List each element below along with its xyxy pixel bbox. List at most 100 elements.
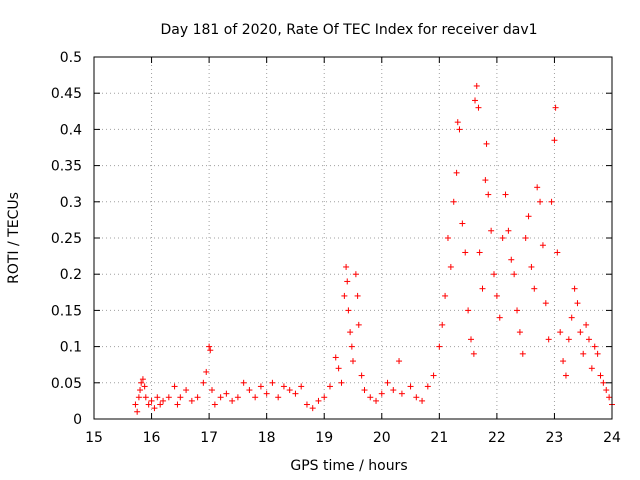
data-point xyxy=(606,394,613,401)
data-point xyxy=(343,263,350,270)
data-point xyxy=(200,379,207,386)
data-point xyxy=(154,394,161,401)
data-point xyxy=(188,397,195,404)
data-point xyxy=(194,394,201,401)
data-point xyxy=(240,379,247,386)
data-point xyxy=(574,300,581,307)
data-point xyxy=(335,365,342,372)
data-point xyxy=(542,300,549,307)
data-point xyxy=(407,383,414,390)
data-point xyxy=(171,383,178,390)
data-point xyxy=(355,321,362,328)
data-point xyxy=(326,383,333,390)
y-tick-label: 0.15 xyxy=(51,303,82,319)
data-point xyxy=(485,191,492,198)
data-point xyxy=(347,329,354,336)
x-tick-label: 20 xyxy=(373,430,391,446)
data-point xyxy=(525,213,532,220)
data-point xyxy=(341,292,348,299)
data-points xyxy=(132,82,615,415)
y-tick-label: 0.45 xyxy=(51,86,82,102)
data-point xyxy=(206,343,213,350)
data-point xyxy=(514,307,521,314)
data-point xyxy=(286,387,293,394)
data-point xyxy=(148,397,155,404)
tick-labels: 15 16 17 18 19 20 21 22 23 24 0 0.05 0.1 0.15 0.2 0.25 0… xyxy=(51,50,621,446)
data-point xyxy=(505,227,512,234)
data-point xyxy=(545,336,552,343)
data-point xyxy=(378,390,385,397)
data-point xyxy=(137,387,144,394)
data-point xyxy=(557,329,564,336)
y-tick-label: 0.5 xyxy=(60,50,82,66)
data-point xyxy=(275,394,282,401)
data-point xyxy=(467,336,474,343)
data-point xyxy=(528,263,535,270)
data-point xyxy=(560,358,567,365)
data-point xyxy=(459,220,466,227)
data-point xyxy=(373,397,380,404)
data-point xyxy=(142,394,149,401)
data-point xyxy=(565,336,572,343)
data-point xyxy=(554,249,561,256)
data-point xyxy=(151,405,158,412)
data-point xyxy=(298,383,305,390)
data-point xyxy=(571,285,578,292)
x-tick-label: 22 xyxy=(488,430,506,446)
data-point xyxy=(493,292,500,299)
data-point xyxy=(511,271,518,278)
data-point xyxy=(217,394,224,401)
data-point xyxy=(352,271,359,278)
data-point xyxy=(280,383,287,390)
data-point xyxy=(534,184,541,191)
y-axis-label: ROTI / TECUs xyxy=(6,192,22,284)
data-point xyxy=(439,321,446,328)
y-tick-label: 0 xyxy=(73,412,82,428)
data-point xyxy=(562,372,569,379)
data-point xyxy=(303,401,310,408)
data-point xyxy=(539,242,546,249)
data-point xyxy=(315,397,322,404)
data-point xyxy=(358,372,365,379)
data-point xyxy=(321,394,328,401)
data-point xyxy=(354,292,361,299)
data-point xyxy=(531,285,538,292)
data-point xyxy=(447,263,454,270)
data-point xyxy=(444,235,451,241)
data-point xyxy=(141,383,148,390)
y-tick-label: 0.3 xyxy=(60,195,82,211)
data-point xyxy=(145,401,152,408)
data-point xyxy=(229,397,236,404)
x-tick-label: 23 xyxy=(546,430,564,446)
data-point xyxy=(516,329,523,336)
data-point xyxy=(499,235,506,241)
data-point xyxy=(522,235,529,241)
data-point xyxy=(568,314,575,321)
data-point xyxy=(139,376,146,383)
y-tick-label: 0.35 xyxy=(51,159,82,175)
data-point xyxy=(384,379,391,386)
data-point xyxy=(223,390,230,397)
data-point xyxy=(396,358,403,365)
data-point xyxy=(252,394,259,401)
data-point xyxy=(424,383,431,390)
data-point xyxy=(548,198,555,205)
data-point xyxy=(183,387,190,394)
x-tick-label: 19 xyxy=(315,430,333,446)
data-point xyxy=(132,401,139,408)
data-point xyxy=(551,137,558,144)
x-tick-label: 24 xyxy=(603,430,621,446)
data-point xyxy=(577,329,584,336)
data-point xyxy=(292,390,299,397)
data-point xyxy=(390,387,397,394)
x-tick-label: 15 xyxy=(85,430,103,446)
y-tick-label: 0.05 xyxy=(51,376,82,392)
data-point xyxy=(430,372,437,379)
data-point xyxy=(479,285,486,292)
data-point xyxy=(583,321,590,328)
data-point xyxy=(476,249,483,256)
data-point xyxy=(482,177,489,184)
data-point xyxy=(537,198,544,205)
data-point xyxy=(348,343,355,350)
data-point xyxy=(470,350,477,357)
